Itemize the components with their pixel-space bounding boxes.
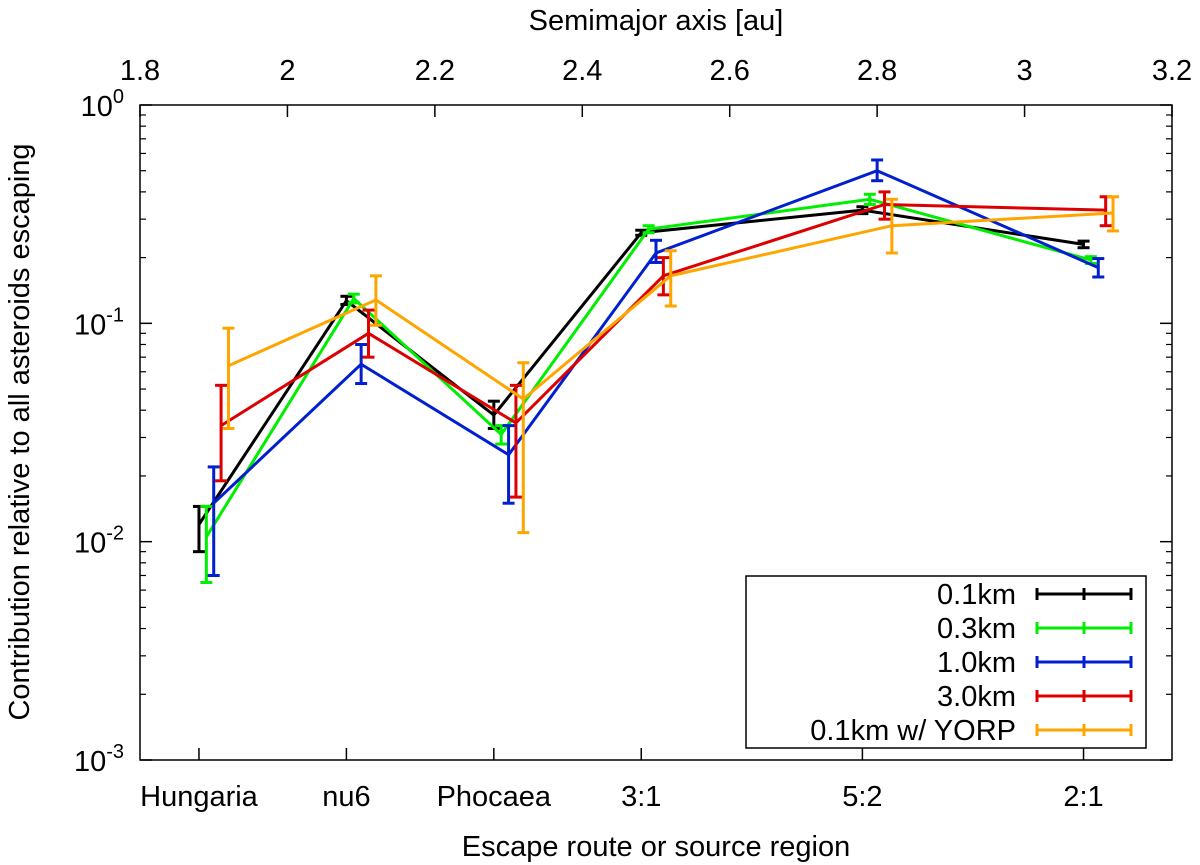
top-axis-tick-label: 1.8 <box>120 55 160 87</box>
ticks-layer: 1.8 2 2.2 2.4 2.6 2.8 3 3.2 Hungaria nu6 Phocaea 3:… <box>74 55 1192 813</box>
series-line <box>197 208 1084 526</box>
y-axis-tick-label: 10-3 <box>74 741 124 778</box>
top-axis-tick-label: 2.8 <box>857 55 897 87</box>
legend-label: 0.1km w/ YORP <box>810 715 1016 747</box>
series-line <box>205 197 1092 538</box>
x-axis-tick-label: Phocaea <box>437 781 552 813</box>
x-axis-tick-label: 5:2 <box>842 781 882 813</box>
y-axis-title: Contribution relative to all asteroids e… <box>4 143 36 720</box>
x-axis-title: Escape route or source region <box>462 831 851 863</box>
series-line <box>220 202 1106 427</box>
x-axis-tick-label: 2:1 <box>1063 781 1103 813</box>
legend-label: 0.3km <box>937 613 1016 645</box>
top-axis-tick-label: 2 <box>279 55 295 87</box>
x-axis-tick-label: nu6 <box>322 781 370 813</box>
legend-label: 3.0km <box>937 681 1016 713</box>
series-0-3km <box>200 192 1097 585</box>
series-line <box>227 211 1114 401</box>
y-axis-tick-label: 10-2 <box>74 523 124 560</box>
series-1-0km <box>207 158 1105 577</box>
top-axis-tick-label: 3 <box>1017 55 1033 87</box>
x-axis-tick-label: 3:1 <box>621 781 661 813</box>
y-axis-tick-label: 10-1 <box>74 304 124 341</box>
series-layer <box>192 158 1120 585</box>
top-axis-tick-label: 2.6 <box>710 55 750 87</box>
series-0-1km-w-yorp <box>222 195 1120 535</box>
plot-frame <box>139 104 1173 761</box>
series-3-0km <box>215 190 1112 499</box>
series-0-1km <box>192 205 1090 554</box>
series-line <box>212 169 1099 505</box>
y-axis-tick-label: 100 <box>81 86 124 123</box>
legend-label: 1.0km <box>937 647 1016 679</box>
top-axis-tick-label: 2.2 <box>415 55 455 87</box>
legend-label: 0.1km <box>937 579 1016 611</box>
top-axis-title: Semimajor axis [au] <box>529 5 784 37</box>
top-axis-tick-label: 3.2 <box>1152 55 1192 87</box>
top-axis-tick-label: 2.4 <box>562 55 602 87</box>
x-axis-tick-label: Hungaria <box>140 781 259 813</box>
